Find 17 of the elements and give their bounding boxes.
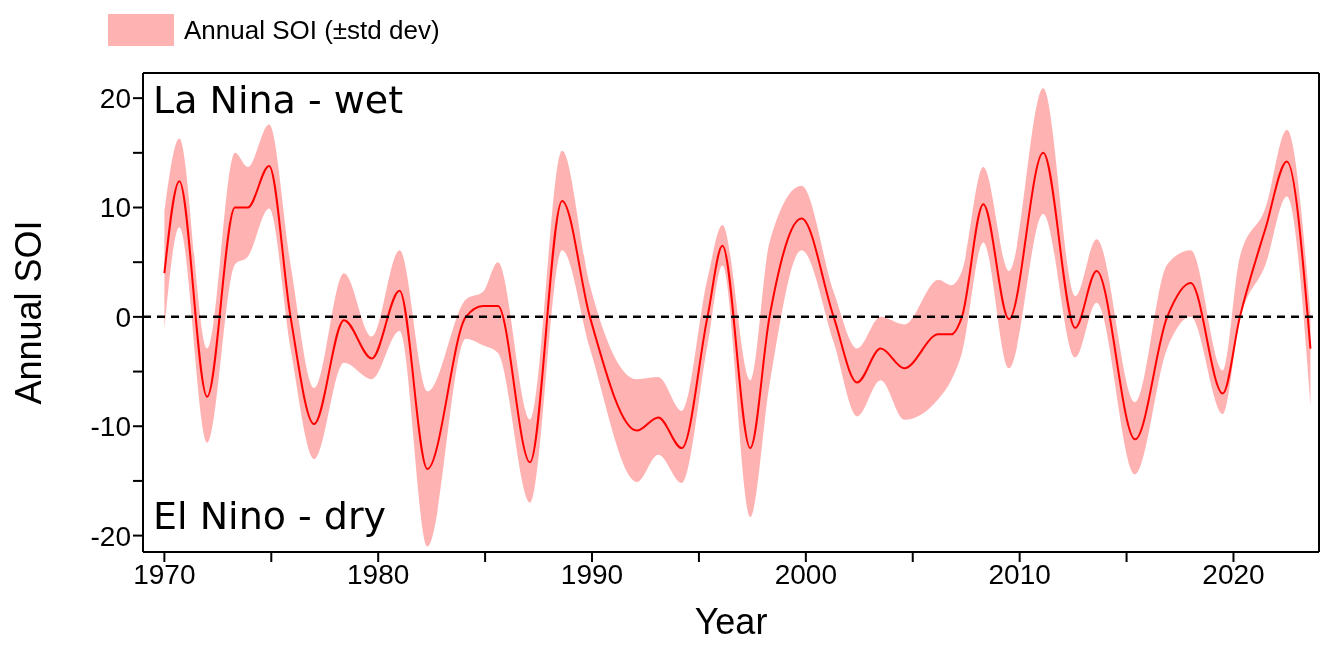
x-tick-label: 2020 <box>1202 558 1265 590</box>
y-axis-title: Annual SOI <box>7 220 49 405</box>
y-tick-label: 10 <box>99 192 131 224</box>
x-tick-label: 2010 <box>988 558 1051 590</box>
annotation: La Nina - wet <box>153 78 404 122</box>
x-tick-label: 1970 <box>133 558 196 590</box>
y-tick-label: -10 <box>90 411 131 443</box>
x-tick-label: 2000 <box>774 558 837 590</box>
y-tick-label: 20 <box>99 83 131 115</box>
x-tick-label: 1990 <box>560 558 624 590</box>
line-series <box>163 151 1312 470</box>
y-tick-label: -20 <box>90 520 131 552</box>
x-axis-title: Year <box>694 601 768 642</box>
annotation: El Nino - dry <box>153 494 387 538</box>
x-tick-label: 1980 <box>347 558 410 590</box>
legend-label: Annual SOI (±std dev) <box>184 14 440 46</box>
y-tick-label: 0 <box>115 301 131 333</box>
